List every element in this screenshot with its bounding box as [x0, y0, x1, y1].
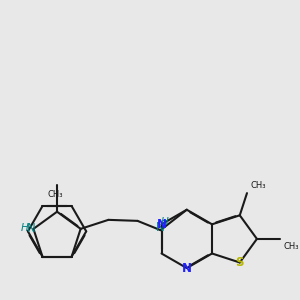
Text: CH₃: CH₃: [284, 242, 299, 251]
Text: S: S: [236, 256, 244, 269]
Text: N: N: [26, 222, 35, 235]
Text: N: N: [157, 218, 166, 231]
Text: N: N: [182, 262, 192, 275]
Text: H: H: [160, 217, 168, 227]
Text: H: H: [20, 223, 28, 233]
Text: CH₃: CH₃: [250, 181, 266, 190]
Text: N: N: [156, 221, 165, 234]
Text: CH₃: CH₃: [48, 190, 63, 199]
